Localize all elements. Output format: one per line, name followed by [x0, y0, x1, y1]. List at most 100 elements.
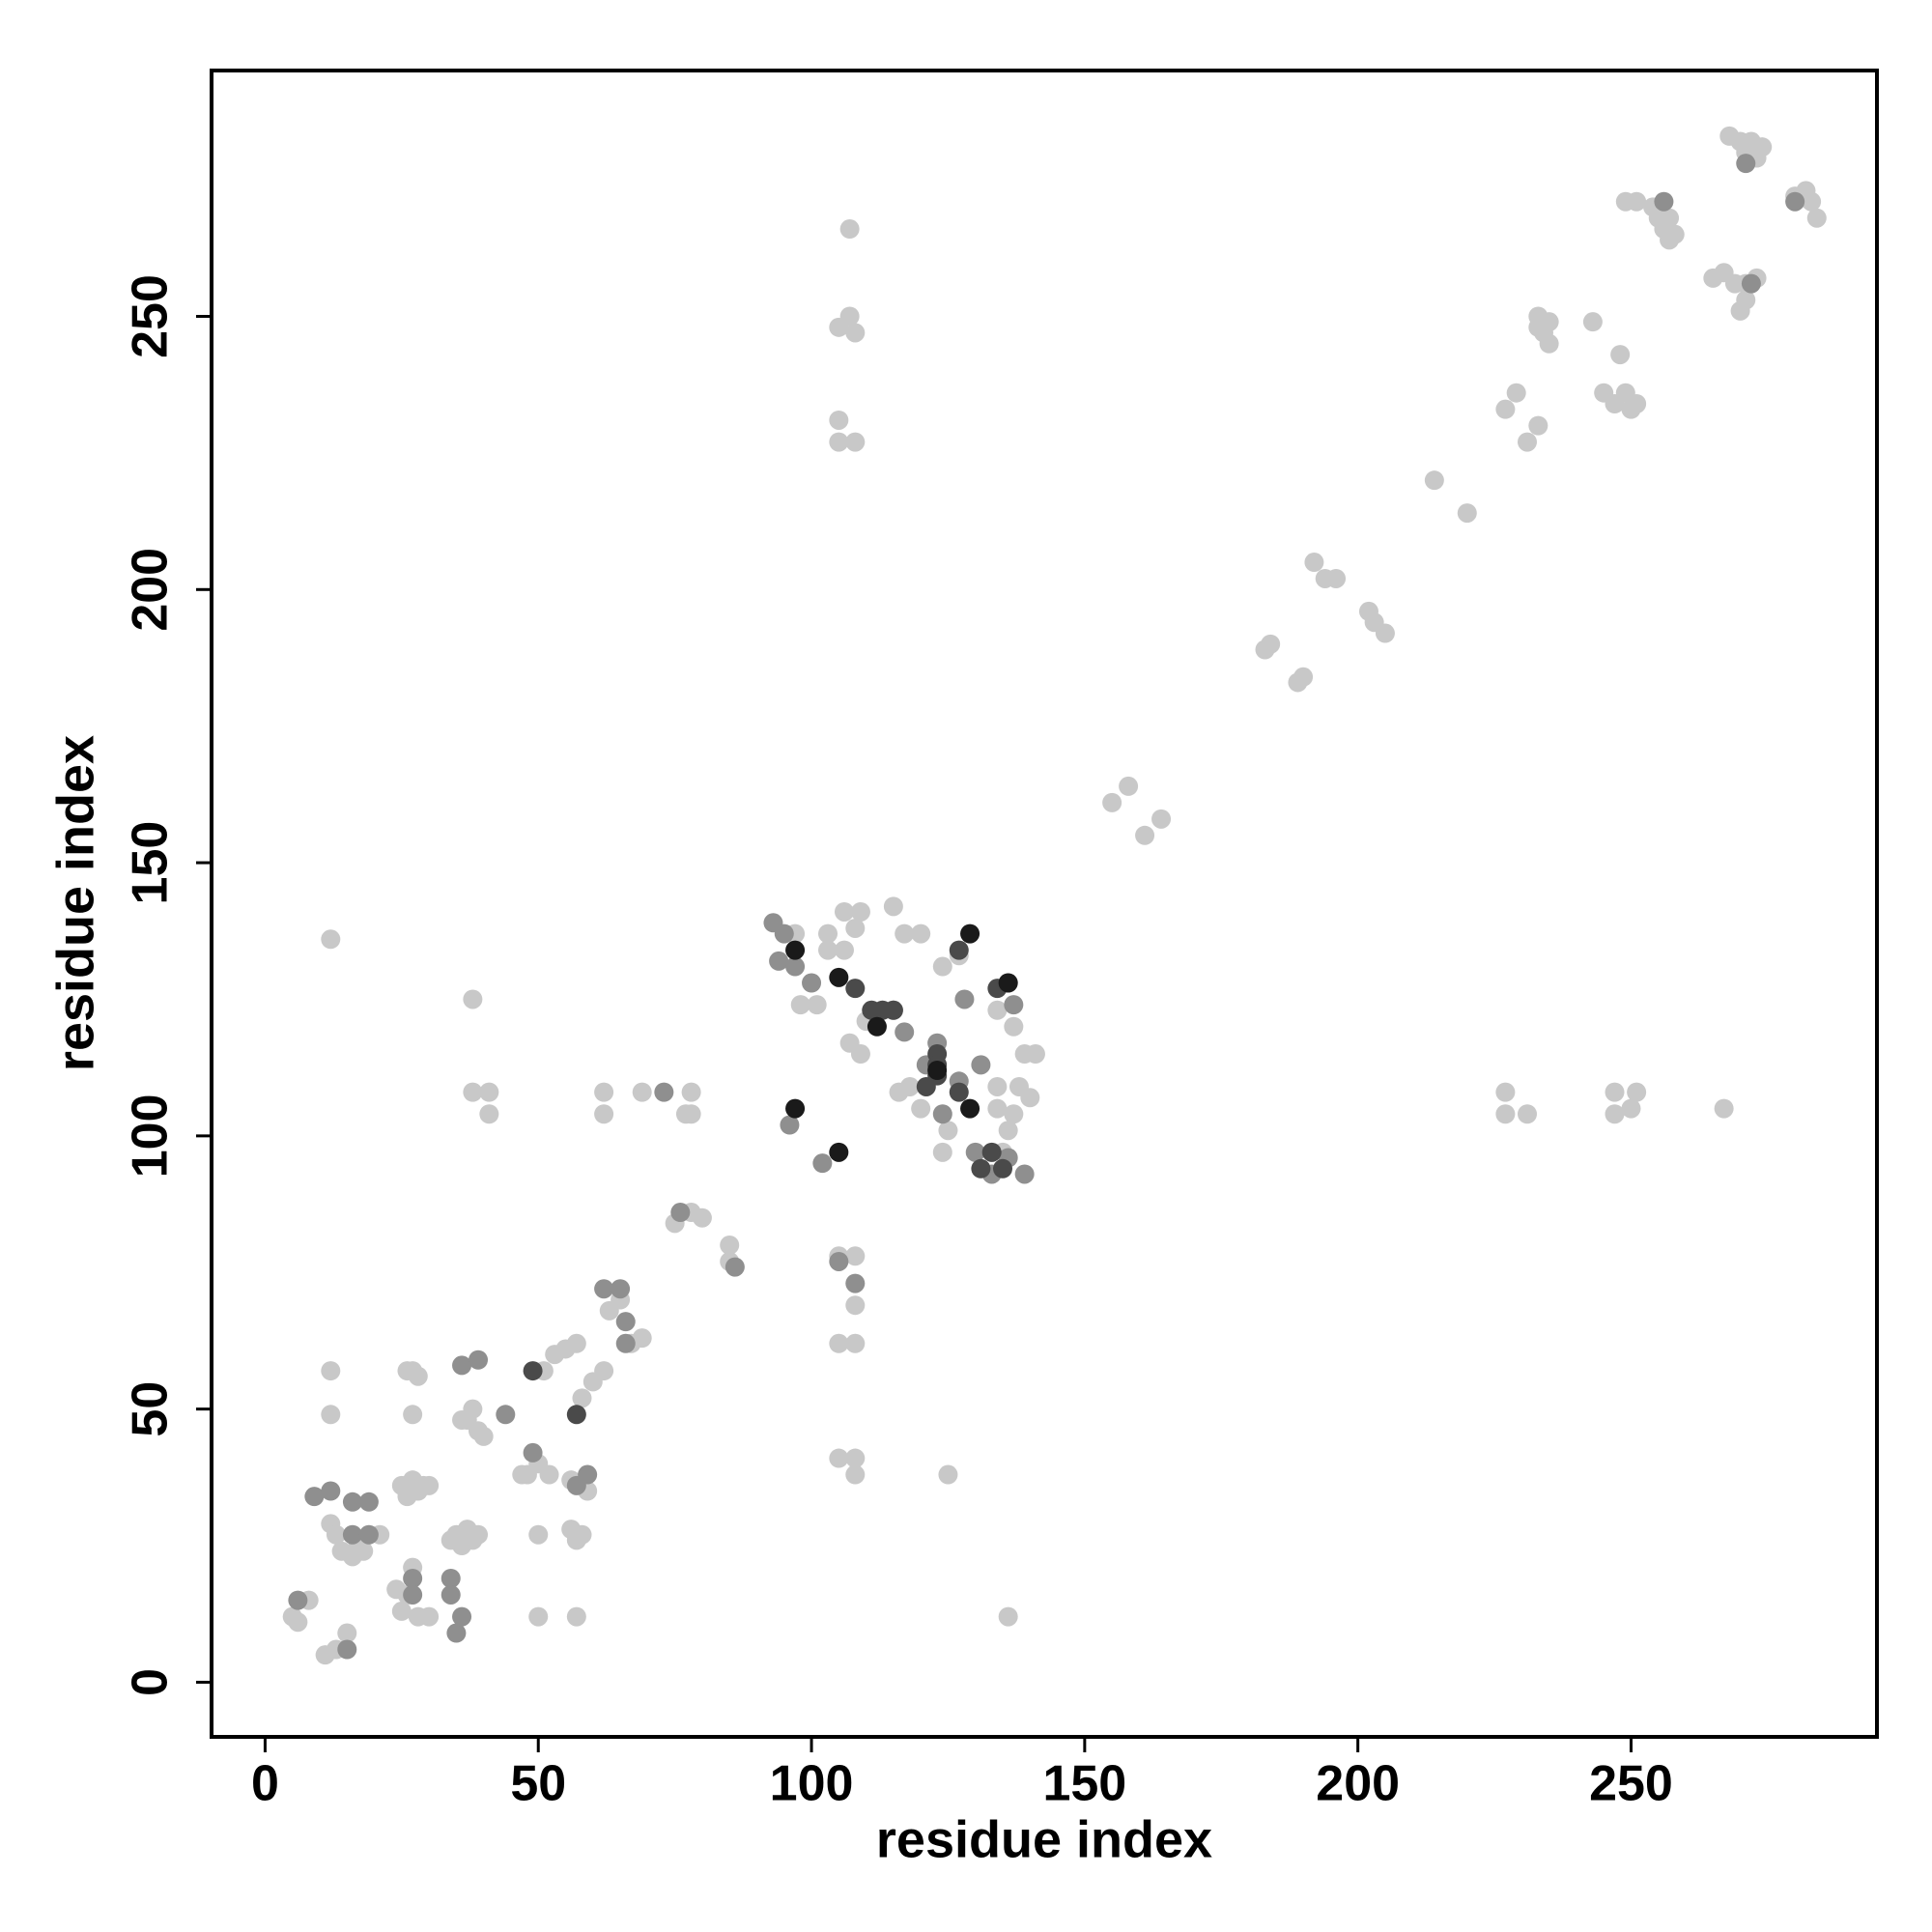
- point: [1326, 568, 1347, 588]
- point: [479, 1082, 499, 1102]
- point: [774, 923, 794, 944]
- point: [463, 1082, 483, 1102]
- point: [321, 1361, 341, 1381]
- point: [949, 940, 969, 960]
- point: [1261, 634, 1281, 654]
- x-axis-label: residue index: [876, 1810, 1212, 1868]
- point: [566, 1405, 586, 1425]
- point: [911, 1098, 931, 1119]
- point: [845, 323, 866, 343]
- point: [998, 1606, 1018, 1627]
- point: [342, 1492, 362, 1512]
- point: [681, 1082, 701, 1102]
- y-tick-label: 250: [123, 274, 179, 358]
- point: [785, 1098, 806, 1119]
- point: [403, 1405, 423, 1425]
- point: [724, 1257, 745, 1277]
- point: [720, 1235, 740, 1255]
- point: [998, 1121, 1018, 1141]
- point: [1457, 503, 1477, 524]
- point: [615, 1312, 636, 1332]
- point: [615, 1333, 636, 1353]
- y-tick-label: 0: [123, 1668, 179, 1696]
- point: [790, 995, 810, 1015]
- point: [1518, 432, 1538, 452]
- point: [1654, 191, 1674, 212]
- point: [512, 1464, 532, 1485]
- point: [1785, 191, 1805, 212]
- point: [829, 1448, 849, 1468]
- point: [916, 1076, 936, 1096]
- point: [632, 1328, 652, 1349]
- y-tick-label: 150: [123, 821, 179, 905]
- point: [403, 1584, 423, 1605]
- x-tick-label: 0: [251, 1756, 279, 1812]
- point: [971, 1158, 991, 1179]
- point: [845, 1464, 866, 1485]
- point: [440, 1530, 461, 1550]
- point: [523, 1361, 543, 1381]
- point: [960, 923, 980, 944]
- point: [452, 1355, 472, 1376]
- point: [839, 219, 860, 240]
- point: [391, 1601, 412, 1621]
- point: [469, 1524, 489, 1545]
- point: [479, 1104, 499, 1124]
- point: [1135, 825, 1155, 845]
- point: [895, 1022, 915, 1042]
- point: [321, 929, 341, 950]
- point: [829, 1142, 849, 1162]
- point: [539, 1464, 559, 1485]
- point: [895, 923, 915, 944]
- point: [987, 1000, 1008, 1020]
- point: [528, 1606, 549, 1627]
- point: [440, 1584, 461, 1605]
- point: [949, 1082, 969, 1102]
- point: [408, 1366, 428, 1386]
- point: [965, 1142, 985, 1162]
- point: [545, 1345, 565, 1365]
- point: [954, 989, 975, 1009]
- point: [496, 1405, 516, 1425]
- point: [1610, 345, 1631, 365]
- point: [1660, 208, 1680, 228]
- point: [883, 1000, 903, 1020]
- point: [839, 306, 860, 327]
- point: [785, 940, 806, 960]
- point: [452, 1606, 472, 1627]
- x-tick-label: 200: [1316, 1756, 1400, 1812]
- point: [572, 1388, 592, 1408]
- point: [288, 1612, 308, 1633]
- point: [829, 1251, 849, 1271]
- point: [1004, 995, 1024, 1015]
- point: [1582, 312, 1603, 332]
- point: [818, 940, 838, 960]
- point: [960, 1098, 980, 1119]
- point: [932, 1142, 952, 1162]
- point: [566, 1333, 586, 1353]
- point: [829, 410, 849, 430]
- point: [1518, 1104, 1538, 1124]
- point: [981, 1142, 1002, 1162]
- point: [681, 1104, 701, 1124]
- point: [1605, 1104, 1625, 1124]
- point: [938, 1464, 958, 1485]
- point: [1714, 1098, 1734, 1119]
- y-axis-label: residue index: [46, 735, 104, 1071]
- point: [829, 967, 849, 987]
- point: [611, 1279, 631, 1299]
- point: [1736, 154, 1756, 174]
- point: [572, 1524, 592, 1545]
- point: [1004, 1104, 1024, 1124]
- point: [1020, 1088, 1040, 1108]
- x-tick-label: 250: [1589, 1756, 1673, 1812]
- point: [337, 1639, 357, 1660]
- point: [397, 1487, 417, 1507]
- point: [834, 901, 854, 922]
- point: [1664, 224, 1685, 244]
- point: [829, 1333, 849, 1353]
- point: [419, 1475, 440, 1495]
- point: [850, 901, 870, 922]
- point: [932, 956, 952, 977]
